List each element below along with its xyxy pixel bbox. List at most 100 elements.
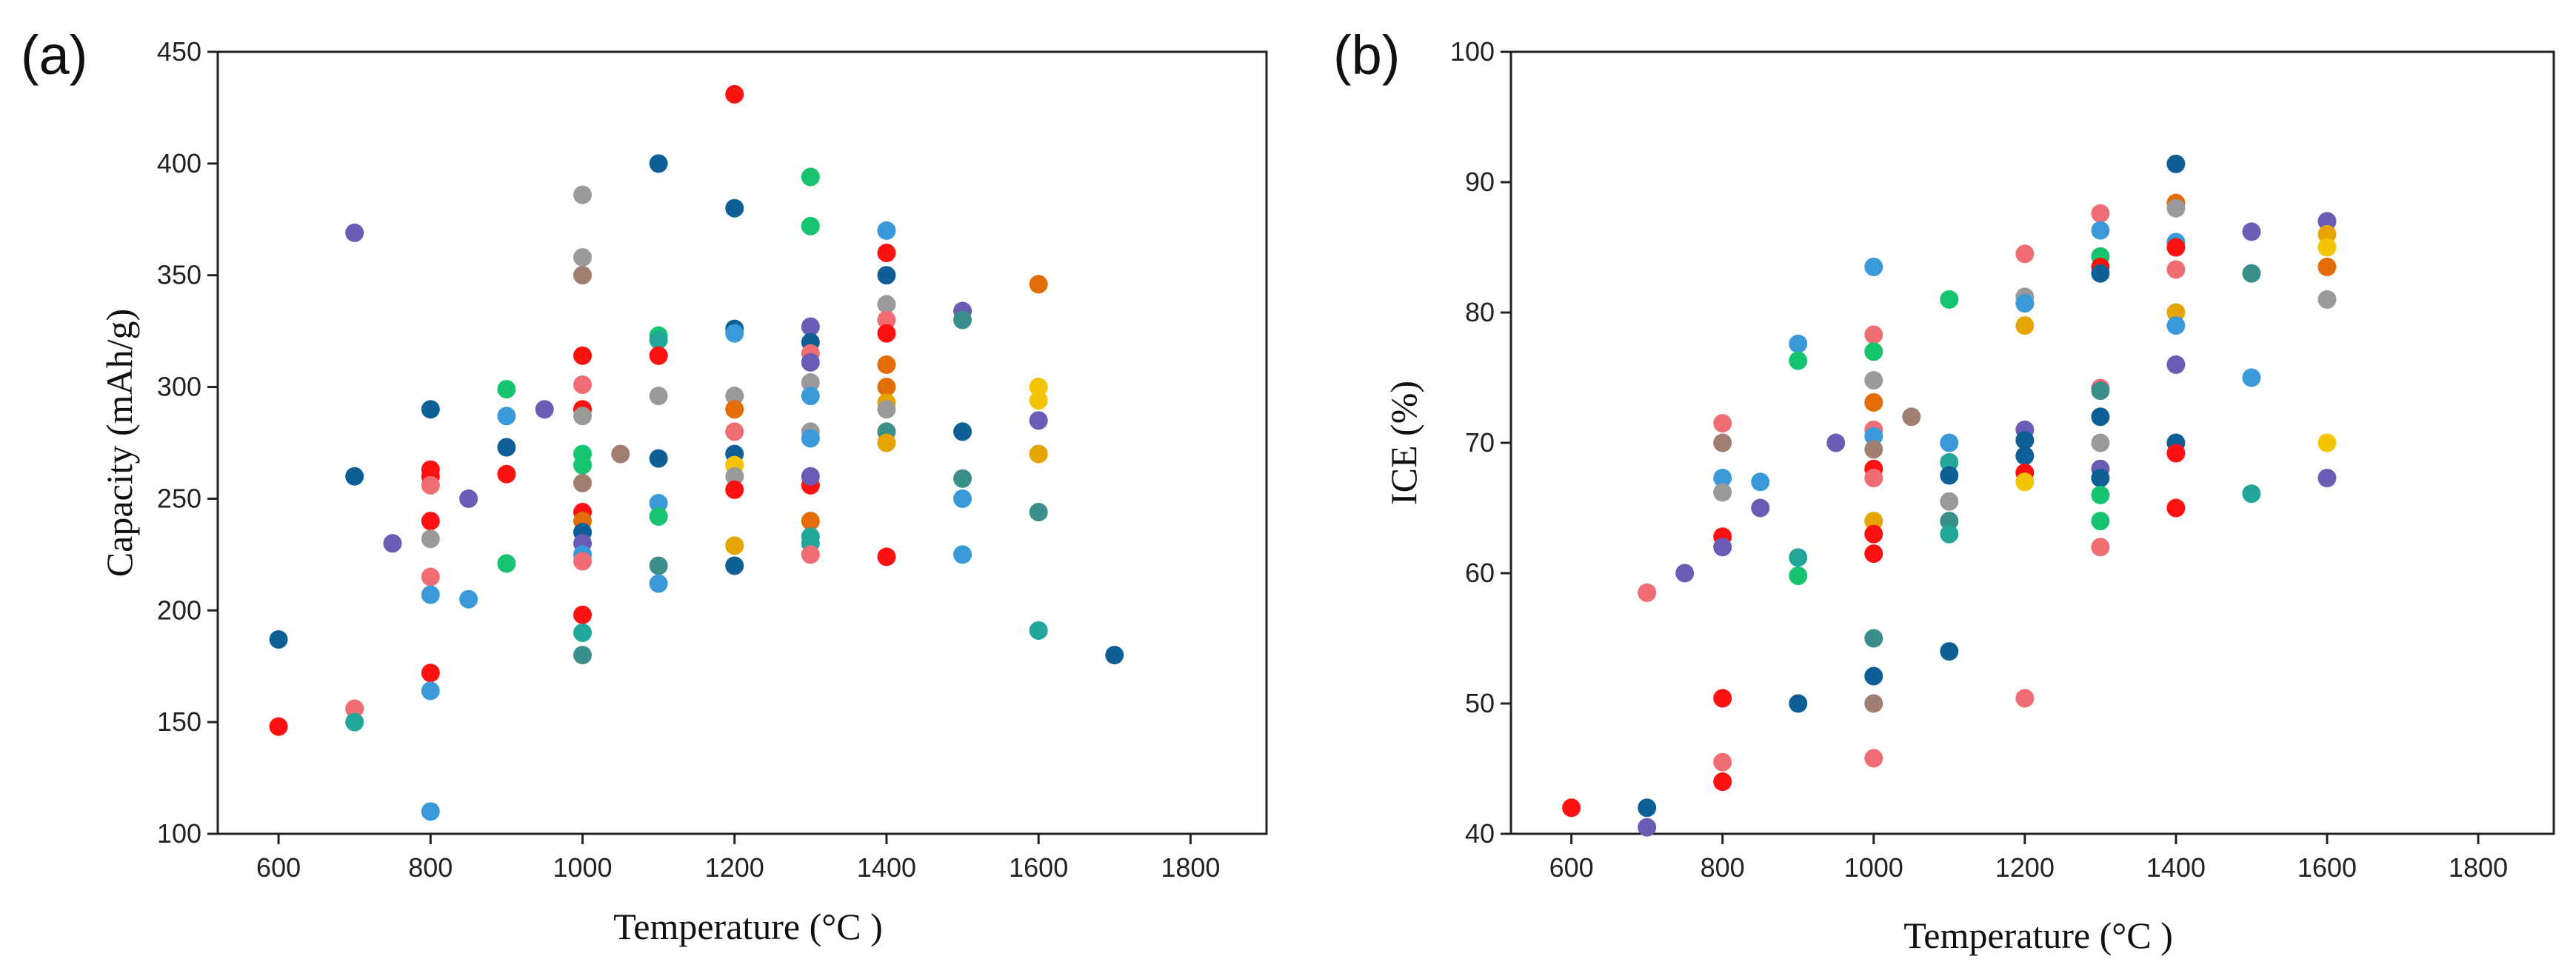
- data-point: [725, 422, 744, 441]
- data-point: [1105, 646, 1124, 665]
- data-point: [1902, 407, 1921, 427]
- x-tick-label: 1200: [705, 852, 764, 883]
- y-tick-label: 250: [157, 483, 201, 513]
- data-point: [1864, 427, 1883, 446]
- x-axis-a: 600 800 1000 1200 1400 1600 1800: [256, 834, 1220, 883]
- scatter-series-b: [1562, 154, 2337, 837]
- data-point: [497, 464, 516, 484]
- x-tick-label: 1800: [2449, 852, 2508, 883]
- data-point: [2166, 154, 2186, 173]
- data-point: [1713, 689, 1732, 708]
- data-point: [1864, 666, 1883, 686]
- data-point: [725, 387, 744, 406]
- data-point: [1638, 798, 1657, 818]
- data-point: [421, 512, 440, 531]
- data-point: [2015, 472, 2035, 492]
- data-point: [497, 554, 516, 573]
- data-point: [953, 310, 972, 330]
- data-point: [953, 489, 972, 508]
- data-point: [1713, 433, 1732, 452]
- x-tick-label: 1200: [1995, 852, 2055, 883]
- data-point: [573, 646, 593, 665]
- data-point: [1713, 538, 1732, 557]
- data-point: [725, 84, 744, 104]
- y-tick-label: 60: [1465, 558, 1495, 588]
- panel-b-label: (b): [1333, 24, 1400, 86]
- panel-a-label: (a): [21, 24, 87, 86]
- data-point: [573, 266, 593, 285]
- data-point: [497, 380, 516, 399]
- x-tick-label: 1000: [553, 852, 612, 883]
- data-point: [269, 717, 288, 736]
- data-point: [1562, 798, 1581, 818]
- data-point: [801, 467, 820, 486]
- data-point: [1864, 469, 1883, 488]
- data-point: [2318, 224, 2337, 244]
- data-point: [2015, 430, 2035, 449]
- y-axis-b: 40 50 60 70 80 90 100: [1450, 36, 1511, 849]
- data-point: [1864, 325, 1883, 344]
- data-point: [2242, 264, 2261, 283]
- data-point: [573, 407, 593, 426]
- data-point: [1864, 512, 1883, 531]
- x-tick-label: 800: [408, 852, 453, 883]
- data-point: [725, 556, 744, 575]
- data-point: [649, 449, 668, 468]
- data-point: [2318, 290, 2337, 309]
- data-point: [725, 480, 744, 499]
- x-tick-label: 600: [256, 852, 301, 883]
- data-point: [1940, 512, 1959, 531]
- data-point: [725, 198, 744, 218]
- data-point: [2166, 498, 2186, 518]
- data-point: [535, 400, 554, 419]
- data-point: [801, 512, 820, 531]
- x-tick-label: 1400: [2146, 852, 2206, 883]
- data-point: [1675, 564, 1695, 583]
- data-point: [649, 493, 668, 512]
- data-point: [2015, 689, 2035, 708]
- data-point: [1638, 583, 1657, 602]
- data-point: [421, 664, 440, 683]
- y-tick-label: 150: [157, 706, 201, 737]
- data-point: [573, 552, 593, 571]
- data-point: [2015, 447, 2035, 466]
- data-point: [1029, 275, 1048, 294]
- x-tick-label: 800: [1701, 852, 1745, 883]
- data-point: [1751, 498, 1770, 518]
- data-point: [1864, 371, 1883, 390]
- data-point: [1029, 411, 1048, 430]
- data-point: [877, 310, 896, 330]
- y-tick-label: 200: [157, 595, 201, 625]
- data-point: [2015, 316, 2035, 335]
- data-point: [2242, 368, 2261, 387]
- data-point: [2166, 355, 2186, 374]
- data-point: [421, 475, 440, 495]
- data-point: [459, 489, 478, 508]
- data-point: [877, 355, 896, 374]
- data-point: [573, 623, 593, 642]
- data-point: [345, 712, 364, 732]
- data-point: [1940, 466, 1959, 485]
- data-point: [649, 346, 668, 365]
- data-point: [2091, 538, 2110, 557]
- x-axis-title-a: Temperature (°C ): [613, 906, 883, 947]
- x-tick-label: 1000: [1844, 852, 1903, 883]
- y-tick-label: 300: [157, 372, 201, 402]
- data-point: [877, 266, 896, 285]
- data-point: [877, 433, 896, 452]
- data-point: [2091, 221, 2110, 240]
- data-point: [801, 317, 820, 336]
- data-point: [2091, 204, 2110, 223]
- data-point: [269, 630, 288, 649]
- data-point: [1864, 749, 1883, 768]
- y-axis-a: 100 150 200 250 300 350 400 450: [157, 36, 218, 849]
- data-point: [2091, 469, 2110, 488]
- data-point: [421, 585, 440, 604]
- data-point: [725, 536, 744, 555]
- data-point: [1940, 433, 1959, 452]
- data-point: [573, 473, 593, 492]
- data-point: [1864, 342, 1883, 361]
- data-point: [1751, 472, 1770, 492]
- data-point: [649, 330, 668, 350]
- x-tick-label: 600: [1549, 852, 1594, 883]
